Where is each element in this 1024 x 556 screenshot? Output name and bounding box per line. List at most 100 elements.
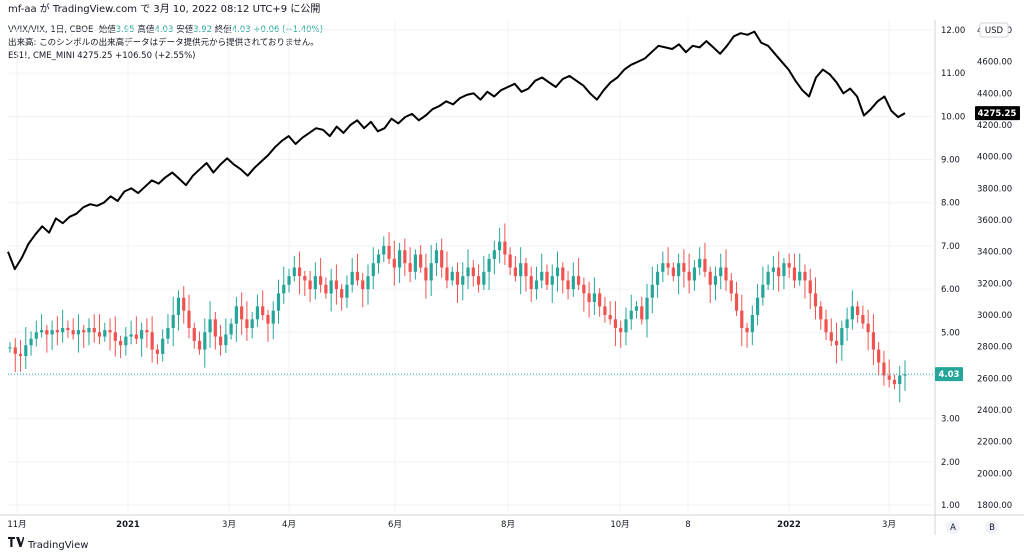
candle-body xyxy=(840,327,844,346)
price-axis-tick-label: 9.00 xyxy=(941,156,960,166)
candle-body xyxy=(566,280,570,290)
es-axis-tick-label: 3600.00 xyxy=(977,216,1012,226)
candle-body xyxy=(813,293,818,307)
candle-body xyxy=(703,258,707,272)
publish-info-text: mf-aa が TradingView.com で 3月 10, 2022 08… xyxy=(8,4,321,15)
price-axis-tick-label: 1.00 xyxy=(941,501,960,511)
price-axis-tick-label: 2.00 xyxy=(941,458,960,468)
candle-body xyxy=(145,330,149,333)
es-line-series xyxy=(7,30,906,271)
candle-body xyxy=(724,267,728,281)
candle-body xyxy=(66,327,70,331)
candle-body xyxy=(771,267,775,272)
candle-body xyxy=(287,276,291,285)
candle-body xyxy=(650,284,654,298)
price-axis-tick-label: 5.00 xyxy=(941,328,960,338)
candle-body xyxy=(29,338,33,346)
time-axis-tick-label: 2021 xyxy=(116,520,140,530)
candle-body xyxy=(403,250,407,264)
candle-body xyxy=(777,267,781,277)
candle-body xyxy=(829,332,833,341)
candle-body xyxy=(413,254,417,272)
candle-body xyxy=(634,306,639,311)
candle-body xyxy=(161,338,165,354)
es-axis-tick-label: 3800.00 xyxy=(977,184,1012,194)
auto-scale-button[interactable] xyxy=(946,520,960,534)
candle-body xyxy=(671,267,675,277)
candle-body xyxy=(50,330,54,335)
candle-body xyxy=(308,280,312,290)
candle-body xyxy=(387,245,391,259)
candle-body xyxy=(419,254,423,268)
candle-body xyxy=(166,327,170,339)
candle-body xyxy=(787,263,791,268)
candle-body xyxy=(297,267,302,277)
candle-body xyxy=(245,319,249,328)
candle-body xyxy=(361,280,365,290)
candle-body xyxy=(629,310,633,320)
candle-body xyxy=(582,284,586,294)
candle-body xyxy=(708,271,712,285)
candle-body xyxy=(76,330,81,335)
candle-body xyxy=(592,293,596,303)
candle-body xyxy=(271,310,275,324)
candle-body xyxy=(124,336,128,346)
es-axis-tick-label: 3000.00 xyxy=(977,311,1012,321)
es-axis-tick-label: 4600.00 xyxy=(977,58,1012,68)
candle-body xyxy=(229,323,233,335)
legend-es-line: ES1!, CME_MINI 4275.25 +106.50 (+2.55%) xyxy=(8,51,196,61)
candle-body xyxy=(366,276,370,290)
tradingview-logo-icon xyxy=(8,535,25,555)
chart-axes: 1.002.003.004.005.006.007.008.009.0010.0… xyxy=(7,22,1020,534)
candle-body xyxy=(587,293,591,303)
candle-body xyxy=(455,271,460,285)
candle-body xyxy=(429,263,433,281)
candle-body xyxy=(692,267,697,281)
candle-body xyxy=(129,334,133,337)
candle-body xyxy=(534,280,539,290)
candle-body xyxy=(682,263,686,272)
candle-body xyxy=(87,327,91,333)
time-axis-tick-label: 10月 xyxy=(610,520,629,530)
candle-body xyxy=(871,332,876,350)
candle-body xyxy=(434,250,439,264)
candle-body xyxy=(397,250,402,268)
es-price-tag xyxy=(975,106,1020,121)
candle-body xyxy=(61,327,65,333)
candle-body xyxy=(698,258,702,268)
price-chart[interactable]: 1.002.003.004.005.006.007.008.009.0010.0… xyxy=(0,20,1024,535)
candle-body xyxy=(761,284,765,298)
footer-brand: TradingView xyxy=(28,540,89,551)
candle-body xyxy=(540,271,544,281)
candle-body xyxy=(729,280,733,294)
candle-body xyxy=(882,362,886,376)
legend-volume-note: 出来高: このシンボルの出来高データはデータ提供元から提供されておりません。 xyxy=(8,38,319,48)
candle-body xyxy=(8,347,12,349)
log-scale-button[interactable] xyxy=(985,520,999,534)
candle-body xyxy=(903,374,907,376)
candle-body xyxy=(834,340,839,346)
candle-body xyxy=(524,263,528,277)
time-axis-tick-label: 3月 xyxy=(882,520,896,530)
candle-body xyxy=(18,353,23,357)
candle-body xyxy=(598,293,602,307)
candle-body xyxy=(792,267,797,281)
candle-body xyxy=(619,327,623,333)
candle-body xyxy=(687,271,691,281)
candle-body xyxy=(624,319,628,333)
candle-body xyxy=(203,332,207,350)
candle-body xyxy=(255,306,260,320)
candle-body xyxy=(261,306,265,315)
price-axis-tick-label: 6.00 xyxy=(941,285,960,295)
candle-body xyxy=(140,330,144,339)
candle-body xyxy=(324,284,328,294)
candle-body xyxy=(819,306,823,320)
candle-body xyxy=(334,280,339,290)
candle-body xyxy=(55,330,59,333)
candle-body xyxy=(861,315,865,324)
candle-body xyxy=(155,349,160,354)
candle-body xyxy=(603,306,607,315)
candle-body xyxy=(240,306,244,320)
price-axis-tick-label: 11.00 xyxy=(941,69,965,79)
candle-body xyxy=(866,323,870,333)
